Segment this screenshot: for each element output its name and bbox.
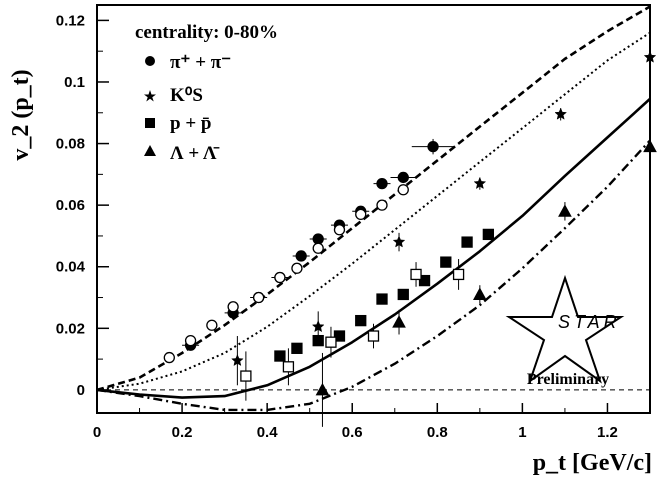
y-tick-label: 0.02 xyxy=(56,320,85,337)
data-point-pion xyxy=(163,351,175,364)
x-tick-label: 0.8 xyxy=(427,424,448,441)
data-point-pion xyxy=(355,208,367,221)
preliminary-label: Preliminary xyxy=(527,371,609,388)
data-point-pion xyxy=(376,177,388,190)
legend-marker-proton xyxy=(145,118,155,128)
data-point-pion xyxy=(333,224,346,236)
curve-dotted xyxy=(97,31,650,391)
y-tick-label: 0.08 xyxy=(56,136,85,153)
x-axis-title: p_t [GeV/c] xyxy=(533,450,652,476)
data-point-lambda xyxy=(558,204,572,217)
curve-dash-dot xyxy=(97,139,650,412)
x-tick-label: 0 xyxy=(93,424,101,441)
data-point-proton xyxy=(410,268,422,281)
star-logo-shape xyxy=(505,274,625,384)
x-tick-label: 0.4 xyxy=(257,424,279,441)
data-point-proton xyxy=(282,361,295,373)
y-tick-label: 0.04 xyxy=(56,259,86,276)
legend-marker-lambda xyxy=(144,145,156,156)
data-point-proton xyxy=(397,288,409,301)
data-point-kaon xyxy=(473,176,487,190)
data-point-pion xyxy=(397,184,409,196)
data-point-kaon xyxy=(231,354,244,367)
data-point-lambda xyxy=(473,287,487,300)
data-point-proton xyxy=(367,330,380,342)
plot-frame xyxy=(96,4,651,414)
data-point-kaon xyxy=(554,107,568,120)
y-axis-title: v_2 (p_t) xyxy=(8,69,34,160)
data-point-pion xyxy=(295,250,307,262)
data-point-pion xyxy=(206,319,218,331)
data-point-proton xyxy=(461,236,473,248)
legend: centrality: 0-80% π⁺ + π⁻ K⁰S p + p̄ Λ +… xyxy=(135,22,278,164)
data-point-pion xyxy=(274,271,286,284)
y-tick-label: 0.1 xyxy=(64,74,85,91)
data-point-proton xyxy=(355,314,367,327)
x-tick-label: 1.2 xyxy=(597,424,618,441)
x-tick-label: 0.6 xyxy=(342,424,363,441)
data-point-proton xyxy=(418,274,431,287)
legend-label-pion: π⁺ + π⁻ xyxy=(170,52,231,73)
data-point-proton xyxy=(325,336,337,348)
legend-title: centrality: 0-80% xyxy=(135,22,278,43)
y-tick-label: 0 xyxy=(77,382,85,399)
data-point-pion xyxy=(227,301,239,313)
legend-label-kaon: K⁰S xyxy=(170,85,203,106)
data-point-proton xyxy=(312,334,324,347)
data-point-pion xyxy=(376,199,388,211)
data-point-pion xyxy=(312,233,324,245)
legend-label-lambda: Λ + Λ̄ xyxy=(170,143,220,164)
data-point-pion xyxy=(312,242,324,254)
data-point-proton xyxy=(376,293,388,305)
data-point-pion xyxy=(427,140,439,153)
x-tick-label: 0.2 xyxy=(172,424,193,441)
data-point-proton xyxy=(333,330,346,342)
data-point-proton xyxy=(482,228,495,241)
data-point-proton xyxy=(291,342,303,354)
legend-marker-pion xyxy=(145,56,155,66)
data-point-pion xyxy=(291,262,303,274)
data-point-kaon xyxy=(311,320,325,333)
data-point-pion xyxy=(252,291,265,304)
data-point-proton xyxy=(274,350,286,362)
star-logo: STAR Preliminary xyxy=(505,274,625,388)
x-tick-label: 1 xyxy=(518,424,526,441)
star-logo-text: STAR xyxy=(558,312,621,332)
data-point-proton xyxy=(452,268,465,281)
data-point-pion xyxy=(184,334,197,347)
data-point-lambda xyxy=(315,382,330,396)
data-point-proton xyxy=(440,256,452,268)
data-point-lambda xyxy=(392,315,406,328)
legend-label-proton: p + p̄ xyxy=(170,113,211,134)
y-tick-label: 0.12 xyxy=(56,12,85,29)
data-point-kaon xyxy=(392,235,406,248)
data-point-pion xyxy=(397,171,409,184)
y-tick-label: 0.06 xyxy=(56,197,85,214)
data-point-proton xyxy=(240,370,252,382)
legend-marker-kaon xyxy=(144,90,156,102)
